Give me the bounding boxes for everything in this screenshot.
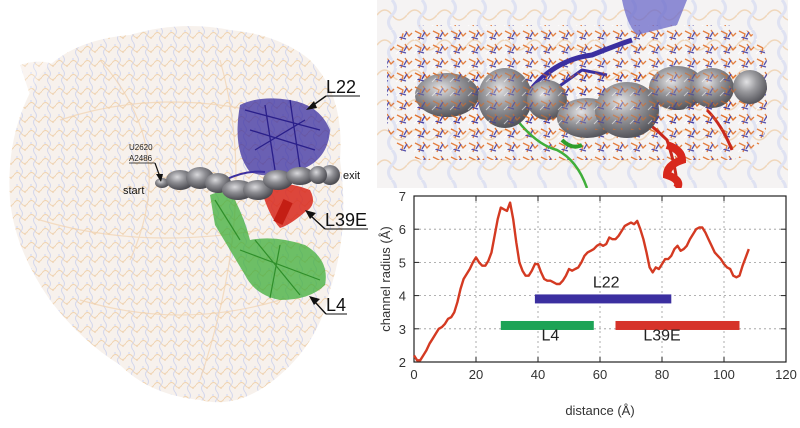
svg-text:U2620: U2620 <box>129 143 153 152</box>
chart-canvas: 0 20 40 60 80 100 120 2 3 4 5 6 7 L22 L4 L39E distanc… <box>378 189 797 418</box>
radius-curve <box>412 201 750 362</box>
range-label-l39e: L39E <box>643 327 680 344</box>
label-l4: L4 <box>309 295 347 315</box>
label-residues: U2620 A2486 <box>129 143 163 182</box>
tunnel-closeup-panel <box>377 0 788 188</box>
l4-loop <box>516 119 589 188</box>
label-l22: L22 <box>306 77 360 110</box>
exit-tunnel <box>155 165 340 200</box>
range-bar-l39e <box>615 320 740 330</box>
range-label-l4: L4 <box>542 327 560 344</box>
x-tick-label: 60 <box>593 367 607 382</box>
y-tick-label: 5 <box>399 255 406 270</box>
y-tick-label: 6 <box>399 222 406 237</box>
channel-radius-chart: 0 20 40 60 80 100 120 2 3 4 5 6 7 L22 L4 L39E distanc… <box>376 186 800 423</box>
ribosome-structure-panel: L22 L39E L4 U2620 A2486 start exit <box>0 0 378 423</box>
l4-arrow-icon <box>314 301 327 315</box>
range-bar-l4 <box>500 320 594 330</box>
plot-frame <box>413 195 787 363</box>
x-axis-label: distance (Å) <box>565 403 634 418</box>
label-start: start <box>123 185 144 197</box>
svg-text:L39E: L39E <box>325 210 367 230</box>
y-tick-label: 4 <box>399 289 406 304</box>
l39e-protein <box>260 183 314 228</box>
label-l39e: L39E <box>305 210 368 230</box>
y-axis-label: channel radius (Å) <box>378 226 393 332</box>
x-tick-label: 80 <box>655 367 669 382</box>
x-tick-label: 120 <box>775 367 797 382</box>
x-tick-label: 100 <box>713 367 735 382</box>
y-tick-label: 2 <box>399 355 406 370</box>
x-tick-label: 40 <box>531 367 545 382</box>
tunnel-closeup-image <box>377 0 788 188</box>
x-tick-label: 20 <box>469 367 483 382</box>
foreground-sticks <box>407 70 737 130</box>
protein-range-bars: L22 L4 L39E <box>500 274 740 344</box>
l39e-arrow-icon <box>310 215 326 230</box>
x-axis-ticks: 0 20 40 60 80 100 120 <box>410 196 797 382</box>
ribosome-structure-image: L22 L39E L4 U2620 A2486 start exit <box>9 26 368 403</box>
range-label-l22: L22 <box>593 274 620 291</box>
svg-text:L22: L22 <box>326 77 356 97</box>
label-exit: exit <box>343 170 360 182</box>
y-axis-ticks: 2 3 4 5 6 7 <box>399 189 786 370</box>
range-bar-l22 <box>534 294 672 304</box>
x-tick-label: 0 <box>410 367 417 382</box>
svg-text:L4: L4 <box>326 295 346 315</box>
y-tick-label: 7 <box>399 189 406 204</box>
l4-protein <box>210 192 326 300</box>
svg-text:A2486: A2486 <box>129 154 153 163</box>
y-tick-label: 3 <box>399 322 406 337</box>
